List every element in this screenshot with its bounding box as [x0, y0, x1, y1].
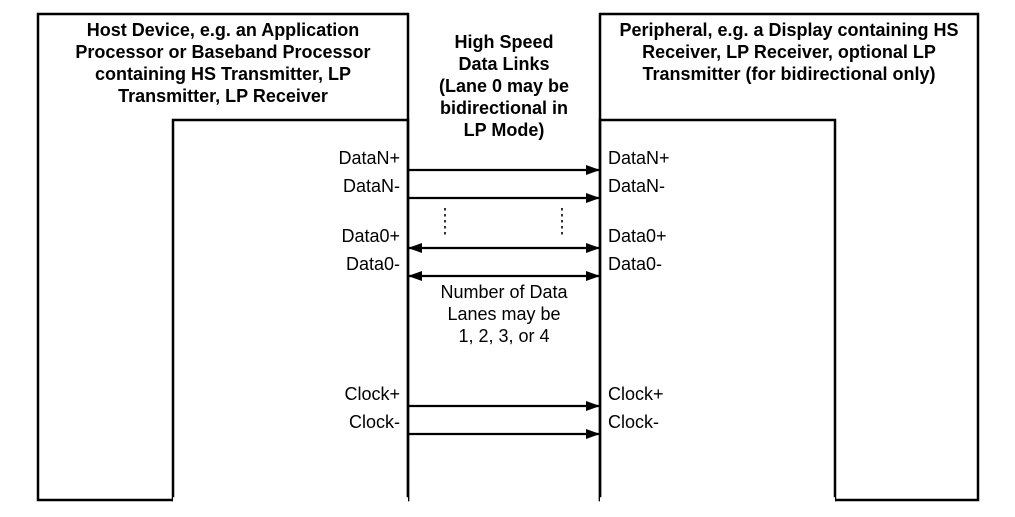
signal-label-right: Data0+	[608, 226, 667, 246]
signal-label-left: DataN-	[343, 176, 400, 196]
signal-label-left: Data0+	[341, 226, 400, 246]
arrow-line	[408, 193, 600, 203]
signal-label-left: DataN+	[338, 148, 400, 168]
lanes-note: Number of DataLanes may be1, 2, 3, or 4	[440, 282, 568, 346]
arrow-line	[408, 271, 600, 281]
signal-label-right: DataN-	[608, 176, 665, 196]
arrow-line	[408, 243, 600, 253]
signal-label-right: Clock-	[608, 412, 659, 432]
host-title: Host Device, e.g. an ApplicationProcesso…	[75, 20, 370, 106]
signal-label-left: Data0-	[346, 254, 400, 274]
arrow-line	[408, 165, 600, 175]
peripheral-title: Peripheral, e.g. a Display containing HS…	[619, 20, 958, 84]
signal-label-right: DataN+	[608, 148, 670, 168]
signal-label-left: Clock+	[344, 384, 400, 404]
signal-label-left: Clock-	[349, 412, 400, 432]
arrow-line	[408, 429, 600, 439]
center-title: High SpeedData Links(Lane 0 may bebidire…	[439, 32, 569, 140]
signal-label-right: Clock+	[608, 384, 664, 404]
arrow-line	[408, 401, 600, 411]
signal-label-right: Data0-	[608, 254, 662, 274]
